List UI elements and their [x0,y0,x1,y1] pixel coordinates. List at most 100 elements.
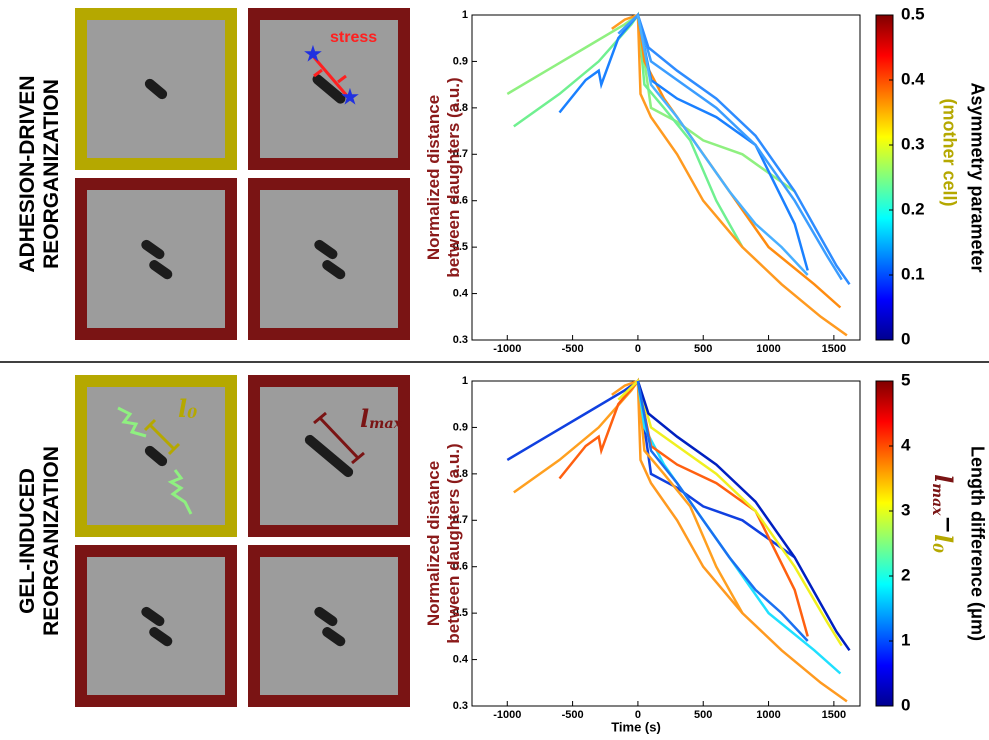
colorbar-tick-label: 5 [901,370,910,389]
bracket-lmax [313,411,365,465]
x-tick-label: -500 [562,709,584,721]
colorbar-tick-label: 2 [901,565,910,584]
panel-title-line: ADHESION-DRIVEN [16,75,39,272]
colorbar-sublabel: lmax−l0 [929,474,961,553]
series-line [611,13,848,337]
y-tick-label: 0.6 [453,195,468,207]
y-tick-label: 0.8 [453,468,468,480]
x-tick-label: -500 [562,343,584,355]
y-tick-label: 0.4 [453,287,469,299]
stress-arrows [310,54,350,98]
bacterium [149,260,173,280]
star: ★ [341,86,359,108]
cells [314,239,346,280]
x-tick-label: 500 [694,343,712,355]
micrograph [87,190,225,328]
panel-title-line: REORGANIZATION [40,446,63,636]
y-axis-label: Normalized distancebetween daughters (a.… [424,443,463,643]
annotation-l0-sub: 0 [187,405,197,422]
colorbar-sublabel-part: l [930,534,959,543]
series-line [636,14,851,286]
y-tick-label: 0.9 [453,55,468,67]
panel-title: GEL-INDUCEDREORGANIZATION [16,446,63,636]
series-line [623,12,842,309]
cells [141,239,173,280]
colorbar-sublabel-part: max [929,483,945,516]
y-tick-label: 1 [462,375,468,387]
series-line [506,378,796,559]
bacterium [144,445,168,467]
bacterium [141,606,165,627]
series-line [513,11,744,248]
cells [144,78,168,100]
y-axis-label-line: between daughters (a.u.) [444,77,463,277]
y-axis-label: Normalized distancebetween daughters (a.… [424,77,463,277]
series-line [506,12,796,193]
bacterium [141,239,165,260]
colorbar-tick-label: 3 [901,500,910,519]
y-tick-label: 0.6 [453,561,468,573]
plot-frame [471,380,861,707]
x-tick-label: 0 [635,709,641,721]
plot-frame [471,14,861,341]
colorbar-tick-label: 0.2 [901,199,925,218]
bacterium [149,627,173,647]
colorbar-tick-label: 0.1 [901,264,925,283]
x-tick-label: -1000 [493,709,521,721]
colorbar-sublabel: (mother cell) [939,98,959,206]
series-line [558,12,809,271]
colorbar-sublabel-part: 0 [929,543,945,553]
y-tick-label: 0.5 [453,241,468,253]
annotation-lmax-symbol: l [360,404,369,433]
panel-title-line: GEL-INDUCED [16,468,39,614]
bacterium [314,606,338,627]
annotation-lmax: lmax [360,404,403,433]
annotation-lmax-sub: max [369,415,403,432]
y-tick-label: 0.4 [453,653,469,665]
x-tick-label: 1000 [756,343,780,355]
cells [144,445,168,467]
y-tick-label: 1 [462,9,468,21]
colorbar [875,14,894,341]
colorbar-tick-label: 0.3 [901,134,925,153]
cells [141,606,173,647]
series-line [558,378,809,637]
colorbar-tick-label: 0 [901,695,910,714]
series-line [617,378,843,647]
cells [304,434,354,478]
colorbar-sublabel-part: l [930,474,959,483]
x-tick-label: 1500 [822,709,846,721]
x-axis-label: Time (s) [611,719,661,734]
series-line [636,14,809,276]
x-tick-label: 0 [635,343,641,355]
bracket-l0 [143,418,181,456]
y-tick-label: 0.7 [453,514,468,526]
colorbar-tick-label: 4 [901,435,911,454]
x-tick-label: 500 [694,709,712,721]
y-axis-label-line: Normalized distance [424,95,443,260]
series-line [623,378,842,675]
colorbar [875,380,894,707]
colorbar-label: Asymmetry parameter [967,82,987,272]
series-line [513,377,744,614]
y-tick-label: 0.7 [453,148,468,160]
annotation-l0: l0 [178,394,197,423]
y-tick-label: 0.3 [453,334,468,346]
colorbar-tick-label: 1 [901,630,910,649]
bacterium [312,74,346,104]
star: ★ [304,43,322,65]
bacterium [144,78,168,100]
colorbar-label: Length difference (μm) [967,446,987,641]
micrograph [260,557,398,695]
colorbar-sublabel-part: − [935,516,961,534]
x-tick-label: 1000 [756,709,780,721]
colorbar-tick-label: 0.4 [901,69,925,88]
x-tick-label: -1000 [493,343,521,355]
series-line [636,380,809,642]
colorbar-tick-label: 0.5 [901,4,925,23]
bacterium [304,434,354,478]
series-line [611,379,848,703]
colorbar-tick-label: 0 [901,329,910,348]
spring [117,406,193,515]
